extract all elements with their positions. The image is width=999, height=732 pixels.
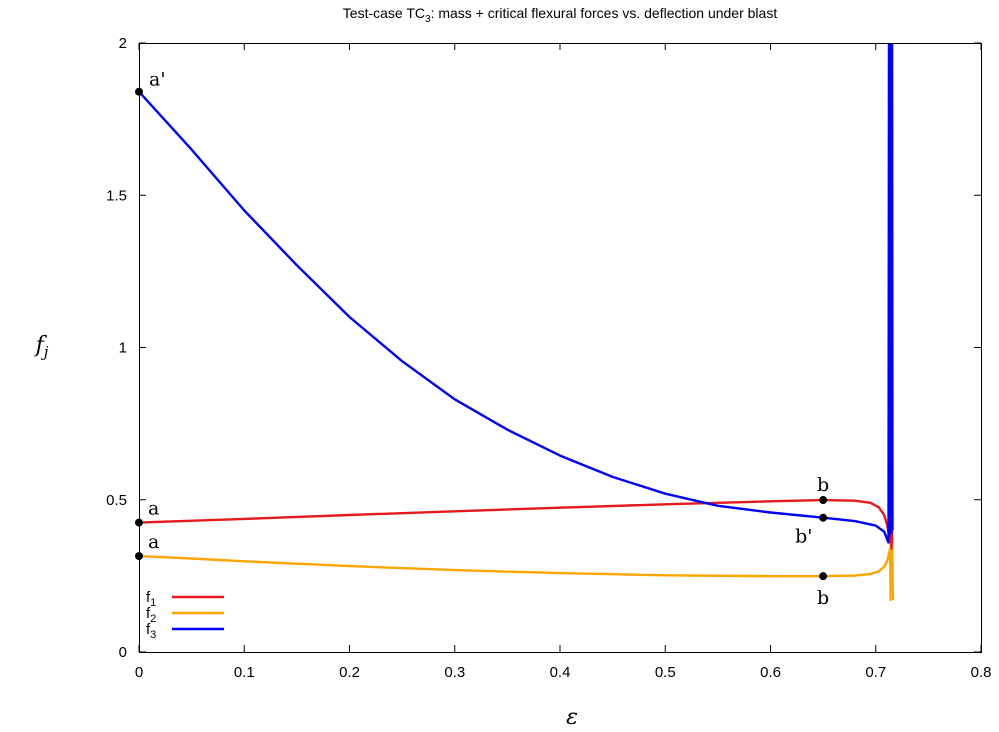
legend-label-main: f <box>146 605 151 622</box>
x-axis-label: ε <box>566 705 578 730</box>
annotation-points: a' aa b b' b <box>135 69 829 609</box>
axis-ticks <box>138 42 982 653</box>
annotation-label: a' <box>149 69 166 91</box>
series-spike-f3 <box>887 43 894 543</box>
annotation-label: a <box>148 498 159 520</box>
x-tick-label: 0.5 <box>655 664 676 681</box>
legend-label-main: f <box>146 589 151 606</box>
annotation-label: b <box>817 474 829 496</box>
series-line-f1 <box>139 498 891 538</box>
y-tick-label: 1.5 <box>106 187 127 204</box>
tick-labels: 0 0.1 0.2 0.3 0.4 0.5 0.6 0.7 0.8 0 0.5 1 1.5 2 <box>106 35 991 681</box>
legend-label-subscript: 2 <box>150 613 156 625</box>
spike-layer <box>887 43 895 602</box>
x-tick-label: 0.4 <box>550 664 571 681</box>
series-spike-f2 <box>888 532 895 602</box>
annotation-point <box>819 496 828 505</box>
legend-label-f1: f1 <box>146 589 156 609</box>
x-tick-label: 0 <box>135 664 143 681</box>
series-layer <box>139 90 891 578</box>
annotation-label: b <box>817 587 829 609</box>
legend-label-f3: f3 <box>146 621 156 641</box>
series-line-f3 <box>139 90 890 544</box>
chart-title: Test-case TC3: mass + critical flexural … <box>343 5 778 25</box>
legend-label-subscript: 1 <box>150 597 156 609</box>
y-axis-label-subscript: j <box>41 343 49 361</box>
chart-title-main: Test-case TC <box>343 5 425 21</box>
x-tick-label: 0.3 <box>444 664 465 681</box>
y-tick-label: 2 <box>119 35 127 52</box>
annotation-label: b' <box>795 526 812 548</box>
y-axis-label: fj <box>34 333 49 361</box>
legend-label-f2: f2 <box>146 605 156 625</box>
annotation-point <box>819 572 828 581</box>
x-tick-label: 0.1 <box>234 664 255 681</box>
annotation-point <box>819 513 828 522</box>
legend-label-main: f <box>146 621 151 638</box>
legend-label-subscript: 3 <box>150 629 156 641</box>
annotation-label: a <box>148 531 159 553</box>
x-tick-label: 0.2 <box>339 664 360 681</box>
x-tick-label: 0.8 <box>971 664 992 681</box>
chart-title-rest: : mass + critical flexural forces vs. de… <box>431 5 778 21</box>
series-line-f2 <box>139 550 891 578</box>
y-tick-label: 0.5 <box>106 492 127 509</box>
chart-title-subscript: 3 <box>425 14 431 25</box>
plot-frame <box>139 43 982 653</box>
x-tick-label: 0.6 <box>760 664 781 681</box>
y-tick-label: 0 <box>119 644 127 661</box>
x-tick-label: 0.7 <box>865 664 886 681</box>
y-tick-label: 1 <box>119 340 127 357</box>
